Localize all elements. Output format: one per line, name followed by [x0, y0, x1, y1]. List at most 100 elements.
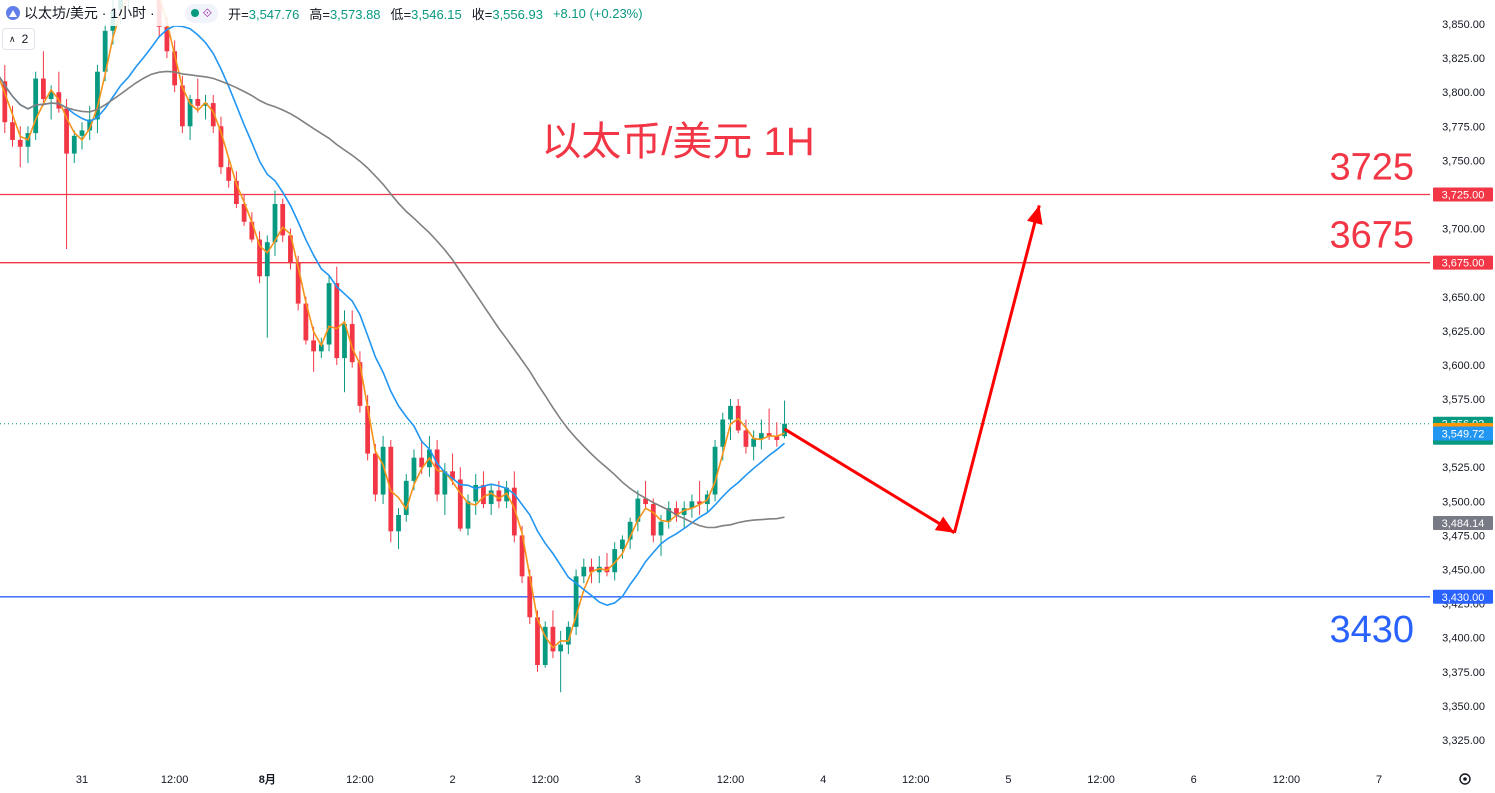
candle-body [442, 471, 448, 495]
x-tick-label: 2 [450, 774, 456, 786]
x-tick-label: 12:00 [1273, 774, 1301, 786]
gear-center [1463, 777, 1467, 781]
candle-body [95, 71, 100, 120]
candle-28 [195, 78, 201, 113]
x-tick-label: 12:00 [531, 774, 559, 786]
candle-79 [589, 558, 594, 584]
candle-body [311, 340, 317, 352]
forecast-arrow-up [952, 205, 1041, 534]
candle-92 [689, 494, 695, 518]
price-label-4: 3,549.72 [1433, 426, 1493, 441]
candle-73 [542, 621, 548, 668]
y-tick-label: 3,525.00 [1442, 462, 1485, 474]
candle-body [102, 30, 108, 72]
candle-body [2, 81, 8, 123]
plot-area[interactable]: 3725 3675 3430 以太币/美元 1H [0, 0, 1430, 693]
candle-body [581, 566, 587, 577]
candle-61 [450, 453, 455, 485]
candle-body [172, 51, 178, 86]
level-label-1: 3675 [1329, 215, 1414, 257]
open-value: 开=3,547.76 [228, 4, 299, 23]
y-tick-label: 3,800.00 [1442, 87, 1485, 99]
candle-body [79, 130, 85, 136]
candle-87 [650, 498, 656, 543]
candle-90 [674, 501, 679, 522]
candle-body [249, 221, 255, 240]
candle-body [596, 566, 602, 573]
candle-body [272, 204, 278, 243]
y-tick-label: 3,500.00 [1442, 496, 1485, 508]
high-number: 3,573.88 [329, 6, 381, 22]
candle-49 [357, 351, 363, 413]
candle-body [712, 446, 718, 495]
candle-10 [56, 71, 62, 113]
candle-43 [311, 326, 317, 372]
candle-6 [25, 126, 31, 164]
y-tick-label: 3,475.00 [1442, 530, 1485, 542]
candle-body [10, 122, 15, 140]
candle-3 [2, 64, 8, 134]
moving-average-line-0 [0, 0, 785, 649]
candle-body [758, 433, 764, 439]
candle-body [542, 626, 548, 665]
candle-89 [666, 501, 672, 529]
price-label-6: 3,430.00 [1433, 589, 1493, 604]
close-value: 收=3,556.93 [472, 4, 543, 23]
low-label: 低= [390, 6, 412, 22]
candle-body [511, 487, 517, 536]
symbol-label[interactable]: 以太坊/美元 · 1小时 · [24, 5, 155, 21]
indicators-toggle[interactable]: ∧ 2 [2, 28, 36, 50]
x-tick-label: 3 [635, 774, 641, 786]
candle-body [64, 108, 69, 154]
price-axis: 3,325.003,350.003,375.003,400.003,425.00… [1430, 0, 1495, 793]
candle-body [666, 508, 672, 522]
candle-body [234, 180, 239, 205]
candle-76 [565, 621, 571, 655]
market-open-dot-icon [190, 9, 199, 17]
candle-body [650, 504, 656, 536]
candle-body [697, 501, 703, 505]
candle-body [720, 419, 726, 447]
price-label-0: 3,725.00 [1433, 187, 1493, 202]
candle-body [627, 521, 633, 540]
candle-98 [735, 399, 741, 434]
candle-104 [782, 400, 787, 439]
candle-99 [743, 419, 749, 454]
candle-body [349, 324, 355, 363]
candle-body [403, 480, 409, 515]
status-pill[interactable]: ⟐ [184, 3, 219, 23]
candle-body [450, 471, 455, 480]
price-label-bg [1433, 187, 1493, 202]
candle-body [280, 204, 286, 236]
candle-64 [473, 474, 479, 515]
low-value: 低=3,546.15 [391, 4, 462, 23]
candle-body [318, 344, 324, 352]
high-label: 高= [309, 6, 330, 22]
candle-58 [427, 435, 432, 477]
candle-78 [581, 558, 587, 584]
candle-81 [604, 553, 610, 577]
candle-body [264, 242, 270, 277]
candle-25 [172, 40, 178, 93]
y-tick-label: 3,575.00 [1442, 394, 1485, 406]
x-tick-label: 31 [76, 774, 88, 786]
candle-62 [457, 467, 463, 532]
candle-85 [635, 490, 641, 532]
candle-32 [226, 157, 232, 188]
candle-body [365, 405, 371, 454]
candle-34 [241, 194, 247, 226]
settings-gear-icon[interactable] [1459, 773, 1471, 785]
candle-body [565, 626, 571, 645]
share-icon[interactable]: ⟐ [202, 5, 213, 20]
candle-body [357, 362, 363, 406]
y-tick-label: 3,350.00 [1442, 701, 1485, 713]
candle-body [558, 644, 564, 652]
candle-body [210, 103, 216, 127]
candle-body [419, 457, 425, 468]
candle-body [728, 405, 733, 420]
candle-11 [64, 99, 69, 250]
x-tick-label: 4 [820, 774, 826, 786]
candle-body [457, 479, 463, 529]
close-number: 3,556.93 [492, 6, 543, 22]
